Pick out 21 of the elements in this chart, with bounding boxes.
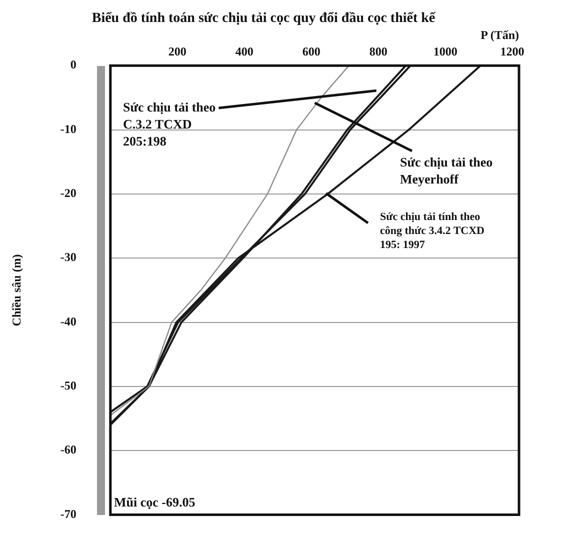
annotation: Sức chịu tải theo C.3.2 TCXD 205:198 <box>123 99 216 148</box>
y-tick-label: -70 <box>60 506 76 521</box>
annotation: Mũi cọc -69.05 <box>114 494 196 510</box>
y-tick-label: -20 <box>60 186 76 200</box>
x-tick-label: 600 <box>302 44 320 58</box>
y-axis-title: Chiều sâu (m) <box>9 254 24 326</box>
y-tick-label: -10 <box>60 122 76 136</box>
y-tick-label: -50 <box>60 378 76 393</box>
y-tick-label: -30 <box>60 250 76 264</box>
x-axis-title: P (Tấn) <box>480 28 519 42</box>
y-tick-label: 0 <box>70 58 76 72</box>
y-tick-label: -60 <box>60 442 76 457</box>
annotation: Sức chịu tải tính theo công thức 3.4.2 TCXD 195: 1997 <box>380 210 485 251</box>
x-tick-label: 1000 <box>433 44 458 58</box>
x-tick-label: 200 <box>168 44 186 58</box>
chart-title: Biểu đồ tính toán sức chịu tải cọc quy đổi đầu cọc thiết kế <box>92 11 436 26</box>
y-tick-label: -40 <box>60 314 76 328</box>
x-tick-label: 800 <box>369 44 388 58</box>
x-tick-label: 1200 <box>500 44 524 58</box>
annotation: Sức chịu tải theo Meyerhoff <box>400 154 493 186</box>
x-tick-label: 400 <box>235 44 254 58</box>
